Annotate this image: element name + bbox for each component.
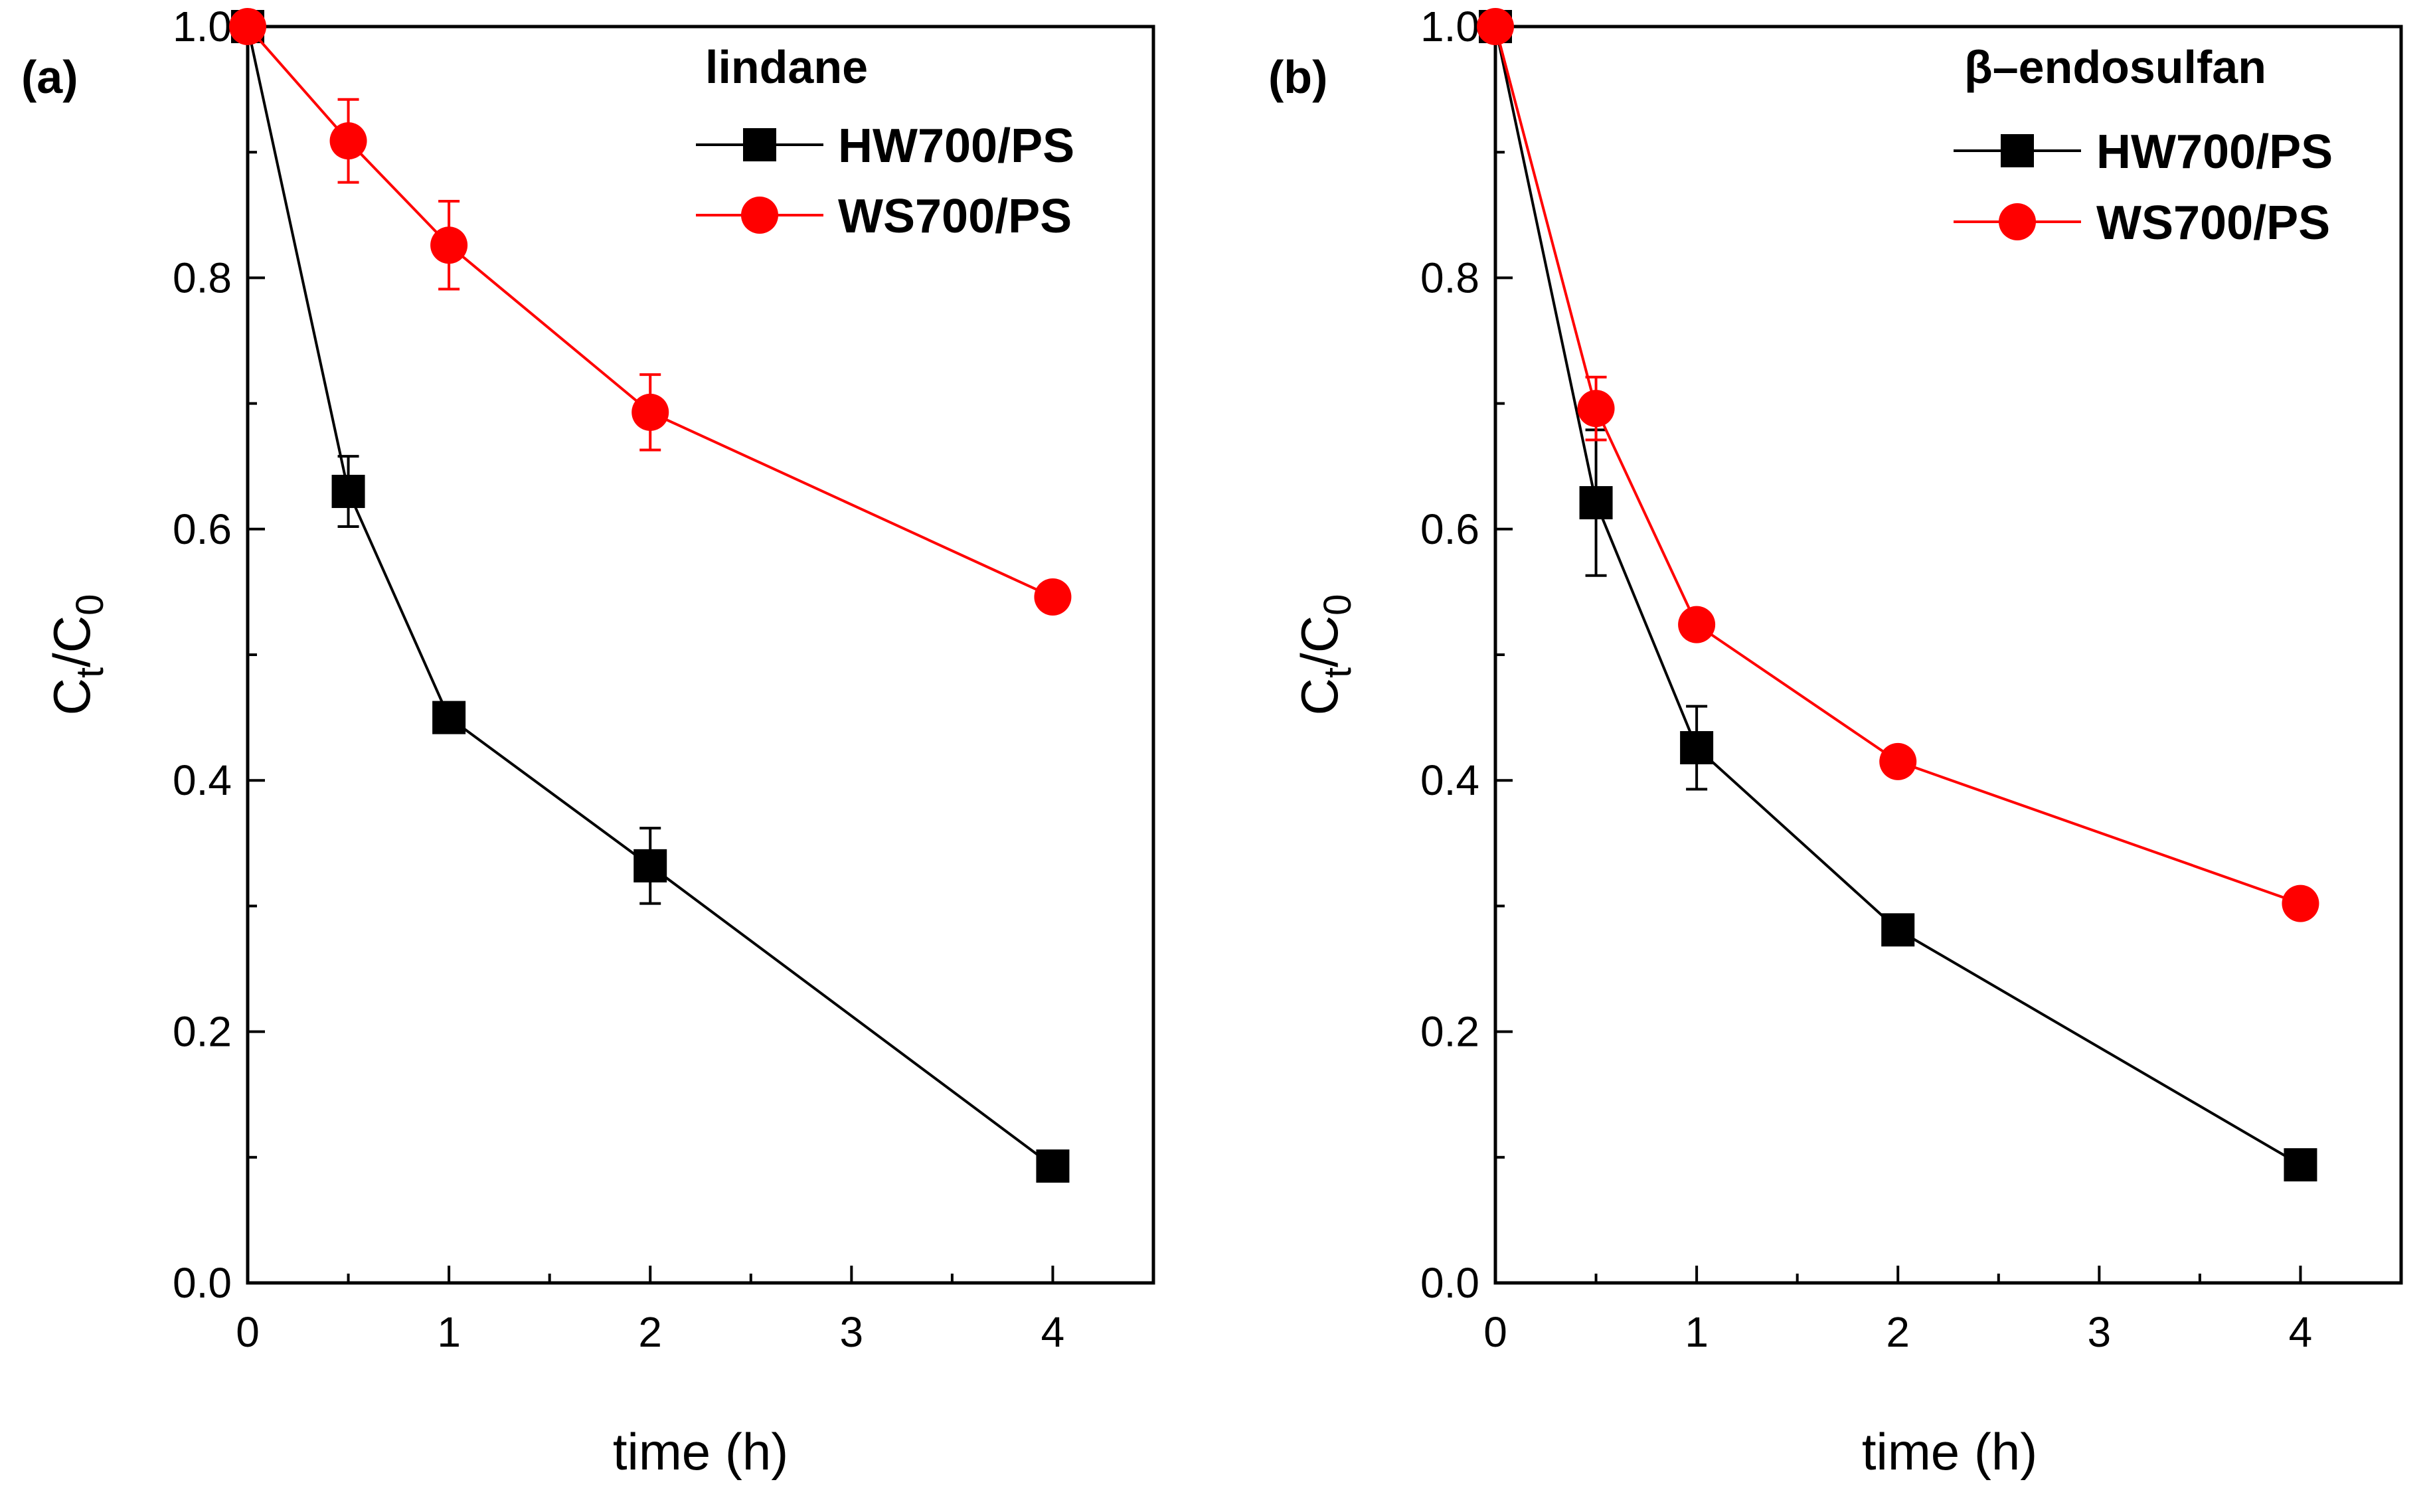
data-point bbox=[1477, 8, 1514, 45]
x-tick-label: 4 bbox=[2289, 1308, 2313, 1356]
data-point bbox=[1680, 731, 1714, 765]
legend-entry-ws700ps: WS700/PS bbox=[1954, 197, 2330, 250]
legend-entry-ws700ps: WS700/PS bbox=[696, 190, 1072, 243]
series-line bbox=[246, 25, 1054, 598]
data-point bbox=[1881, 913, 1915, 947]
legend-square-marker bbox=[2001, 134, 2034, 167]
x-axis: 0 1 2 3 4 bbox=[1483, 1266, 2402, 1356]
legend-circle-marker bbox=[1999, 203, 2036, 240]
y-axis-title: Ct/C0 bbox=[1290, 594, 1359, 716]
series-layer bbox=[229, 8, 1072, 1183]
legend: lindane HW700/PS WS700/PS bbox=[696, 41, 1074, 243]
data-point bbox=[631, 393, 669, 431]
y-tick-label: 1.0 bbox=[1420, 3, 1479, 50]
x-tick-label: 0 bbox=[1483, 1308, 1507, 1356]
x-tick-label: 3 bbox=[840, 1308, 864, 1356]
legend-entry-hw700ps: HW700/PS bbox=[1954, 126, 2333, 179]
x-tick-label: 2 bbox=[638, 1308, 662, 1356]
data-point bbox=[432, 701, 466, 734]
data-point bbox=[1577, 390, 1615, 428]
legend-label: HW700/PS bbox=[838, 120, 1074, 173]
x-tick-label: 3 bbox=[2088, 1308, 2112, 1356]
y-axis: 0.0 0.2 0.4 0.6 0.8 1.0 bbox=[173, 3, 265, 1307]
y-tick-label: 0.2 bbox=[173, 1008, 232, 1056]
legend-label: WS700/PS bbox=[838, 190, 1072, 243]
data-point bbox=[633, 849, 667, 882]
data-point bbox=[1034, 578, 1072, 616]
y-tick-label: 0.0 bbox=[1420, 1259, 1479, 1307]
panel-label: (b) bbox=[1268, 51, 1327, 103]
panel-label: (a) bbox=[21, 51, 78, 103]
data-point bbox=[2282, 884, 2319, 922]
y-tick-label: 0.6 bbox=[173, 505, 232, 553]
data-point bbox=[430, 226, 468, 264]
legend-square-marker bbox=[743, 128, 776, 161]
data-point bbox=[1036, 1149, 1070, 1183]
legend-circle-marker bbox=[741, 197, 778, 234]
x-tick-label: 0 bbox=[236, 1308, 260, 1356]
x-tick-label: 1 bbox=[437, 1308, 461, 1356]
y-tick-label: 0.2 bbox=[1420, 1008, 1479, 1056]
legend-label: HW700/PS bbox=[2096, 126, 2333, 179]
legend-label: WS700/PS bbox=[2096, 197, 2330, 250]
legend: β–endosulfan HW700/PS WS700/PS bbox=[1954, 41, 2333, 250]
data-point bbox=[331, 475, 365, 509]
data-point bbox=[229, 8, 266, 45]
legend-entry-hw700ps: HW700/PS bbox=[696, 120, 1074, 173]
data-point bbox=[1879, 742, 1917, 780]
y-tick-label: 1.0 bbox=[173, 3, 232, 50]
y-tick-label: 0.0 bbox=[173, 1259, 232, 1307]
x-tick-label: 2 bbox=[1886, 1308, 1910, 1356]
y-tick-label: 0.8 bbox=[1420, 254, 1479, 301]
x-axis-title: time (h) bbox=[613, 1422, 788, 1481]
legend-title: lindane bbox=[705, 41, 868, 93]
series-layer bbox=[1477, 8, 2319, 1182]
legend-title: β–endosulfan bbox=[1964, 41, 2266, 93]
panel-a: 0.0 0.2 0.4 0.6 0.8 1.0 0 1 2 3 4 (a) time (h) Ct… bbox=[21, 3, 1155, 1481]
data-point bbox=[2284, 1148, 2317, 1182]
y-tick-label: 0.4 bbox=[1420, 756, 1479, 804]
y-tick-label: 0.6 bbox=[1420, 505, 1479, 553]
data-point bbox=[1579, 486, 1613, 520]
y-tick-label: 0.8 bbox=[173, 254, 232, 301]
y-axis: 0.0 0.2 0.4 0.6 0.8 1.0 bbox=[1420, 3, 1513, 1307]
data-point bbox=[329, 122, 367, 160]
x-tick-label: 1 bbox=[1685, 1308, 1709, 1356]
x-axis: 0 1 2 3 4 bbox=[236, 1266, 1155, 1356]
y-tick-label: 0.4 bbox=[173, 756, 232, 804]
x-axis-title: time (h) bbox=[1862, 1422, 2037, 1481]
data-point bbox=[1678, 606, 1716, 643]
y-axis-title: Ct/C0 bbox=[42, 594, 112, 716]
panel-b: 0.0 0.2 0.4 0.6 0.8 1.0 0 1 2 3 4 (b) time (h) Ct… bbox=[1268, 3, 2403, 1481]
x-tick-label: 4 bbox=[1041, 1308, 1065, 1356]
